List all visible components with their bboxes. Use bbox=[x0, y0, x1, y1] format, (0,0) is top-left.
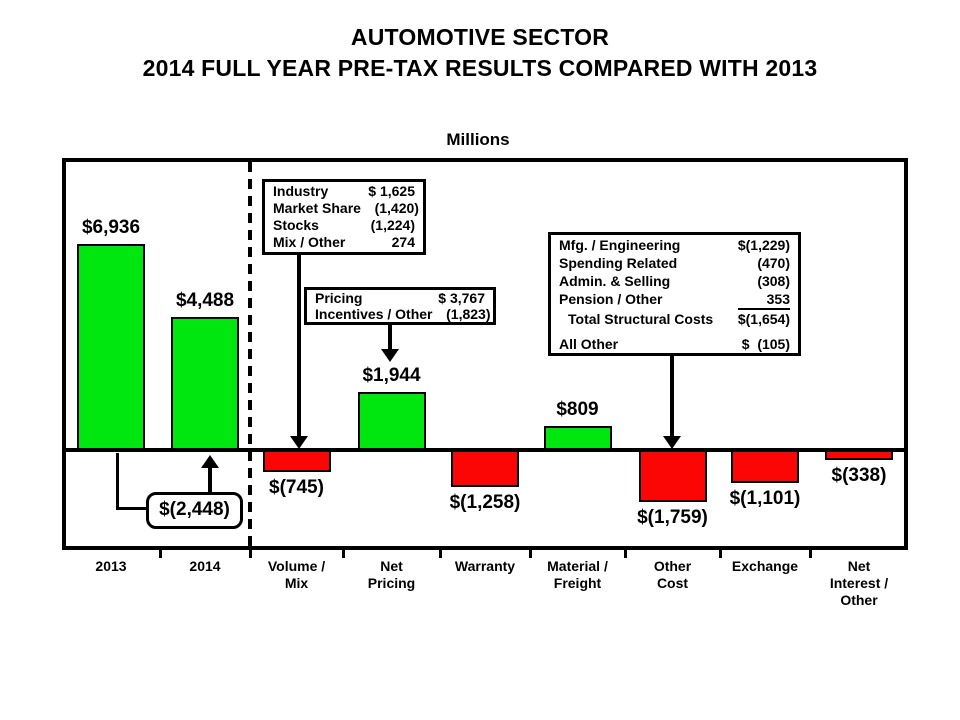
x-axis-label-net-interest-other: Net Interest / Other bbox=[829, 558, 889, 608]
callout-row-all-other: All Other $ (105) bbox=[559, 335, 790, 353]
x-axis-tick bbox=[158, 550, 162, 558]
callout-row-spending-related: Spending Related (470) bbox=[559, 254, 790, 272]
bar-warranty bbox=[451, 450, 519, 487]
bar-other-cost bbox=[638, 450, 707, 502]
x-axis-label-2014: 2014 bbox=[189, 558, 221, 574]
x-axis-tick bbox=[248, 550, 252, 558]
callout-row-total-structural-costs: Total Structural Costs $(1,654) bbox=[559, 310, 790, 328]
arrow-line-other-cost bbox=[670, 356, 674, 436]
delta-connector-down-line bbox=[116, 453, 119, 510]
callout-row-value: (1,224) bbox=[370, 217, 415, 233]
callout-row-value: (1,420) bbox=[374, 200, 419, 216]
callout-row-pension-other: Pension / Other 353 bbox=[559, 290, 790, 310]
x-axis-tick bbox=[528, 550, 532, 558]
bar-value-label-material-freight: $809 bbox=[556, 399, 599, 420]
x-axis-tick bbox=[808, 550, 812, 558]
x-axis-tick bbox=[341, 550, 345, 558]
callout-row-pricing: Pricing $ 3,767 bbox=[315, 290, 485, 307]
callout-row-label: Incentives / Other bbox=[315, 305, 433, 322]
x-axis-tick bbox=[438, 550, 442, 558]
total-change-badge: $(2,448) bbox=[146, 492, 243, 529]
bar-value-label-2013: $6,936 bbox=[81, 217, 141, 238]
x-axis-tick bbox=[623, 550, 627, 558]
callout-row-industry: Industry $ 1,625 bbox=[273, 183, 415, 200]
callout-row-label: Spending Related bbox=[559, 255, 678, 271]
callout-row-label: Industry bbox=[273, 183, 329, 199]
x-axis-label-2013: 2013 bbox=[95, 558, 127, 574]
chart-frame bbox=[62, 158, 908, 550]
callout-row-label: Stocks bbox=[273, 217, 319, 233]
callout-row-stocks: Stocks (1,224) bbox=[273, 217, 415, 234]
callout-row-mfg-engineering: Mfg. / Engineering $(1,229) bbox=[559, 236, 790, 254]
callout-row-label: Pension / Other bbox=[559, 291, 663, 307]
period-separator-dashed-line bbox=[248, 162, 252, 546]
callout-row-admin-selling: Admin. & Selling (308) bbox=[559, 272, 790, 290]
bar-value-label-exchange: $(1,101) bbox=[729, 488, 801, 509]
bar-net-pricing bbox=[357, 392, 426, 450]
callout-row-label: Mfg. / Engineering bbox=[559, 237, 681, 253]
callout-row-label: Total Structural Costs bbox=[568, 311, 714, 327]
bar-material-freight bbox=[543, 426, 612, 450]
delta-arrow-head-icon bbox=[201, 455, 219, 468]
x-axis-label-warranty: Warranty bbox=[454, 558, 516, 574]
callout-row-value: (470) bbox=[757, 255, 790, 271]
title-line-1: AUTOMOTIVE SECTOR bbox=[350, 24, 610, 50]
arrow-head-volume-mix-icon bbox=[290, 436, 308, 449]
delta-connector-horizontal-line bbox=[116, 507, 147, 510]
callout-row-value: $(1,654) bbox=[737, 311, 790, 327]
x-axis-label-exchange: Exchange bbox=[731, 558, 799, 574]
arrow-head-other-cost-icon bbox=[663, 436, 681, 449]
bar-value-label-net-pricing: $1,944 bbox=[362, 365, 421, 386]
bar-exchange bbox=[731, 450, 799, 483]
x-axis-label-other-cost: Other Cost bbox=[653, 558, 692, 591]
callout-other-cost: Mfg. / Engineering $(1,229) Spending Relat… bbox=[548, 232, 801, 356]
bar-2014 bbox=[171, 317, 239, 450]
callout-row-mix-other: Mix / Other 274 bbox=[273, 234, 415, 251]
bar-value-label-net-interest-other: $(338) bbox=[831, 465, 887, 486]
callout-row-label: Market Share bbox=[273, 200, 361, 216]
callout-row-value: (1,823) bbox=[446, 305, 491, 322]
callout-net-pricing: Pricing $ 3,767 Incentives / Other (1,823) bbox=[304, 287, 496, 325]
callout-row-value: (308) bbox=[757, 273, 790, 289]
callout-row-value: 274 bbox=[391, 234, 415, 250]
callout-row-market-share: Market Share (1,420) bbox=[273, 200, 419, 217]
axis-units-label: Millions bbox=[446, 130, 510, 149]
delta-arrow-line bbox=[208, 468, 212, 493]
callout-row-value: $ 3,767 bbox=[438, 290, 485, 306]
callout-row-label: All Other bbox=[559, 336, 619, 352]
title-line-2: 2014 FULL YEAR PRE-TAX RESULTS COMPARED … bbox=[142, 55, 818, 81]
arrow-head-net-pricing-icon bbox=[381, 349, 399, 362]
callout-row-value: $ (105) bbox=[741, 336, 790, 352]
callout-volume-mix: Industry $ 1,625 Market Share (1,420) Stocks… bbox=[262, 179, 426, 255]
x-axis-label-material-freight: Material / Freight bbox=[547, 558, 608, 591]
zero-baseline bbox=[62, 448, 908, 452]
bar-volume-mix bbox=[262, 450, 331, 472]
bar-2013 bbox=[77, 244, 145, 450]
bar-value-label-volume-mix: $(745) bbox=[269, 477, 324, 498]
callout-row-label: Pricing bbox=[315, 290, 363, 306]
bar-value-label-other-cost: $(1,759) bbox=[637, 507, 708, 528]
arrow-line-volume-mix bbox=[297, 255, 301, 436]
callout-row-value: $(1,229) bbox=[737, 237, 790, 253]
callout-row-value: $ 1,625 bbox=[368, 183, 415, 199]
slide-title: AUTOMOTIVE SECTOR 2014 FULL YEAR PRE-TAX… bbox=[0, 22, 960, 84]
bar-value-label-2014: $4,488 bbox=[175, 290, 235, 311]
callout-row-label: Admin. & Selling bbox=[559, 273, 671, 289]
callout-row-value: 353 bbox=[738, 290, 790, 310]
x-axis-tick bbox=[718, 550, 722, 558]
x-axis-label-net-pricing: Net Pricing bbox=[367, 558, 416, 591]
x-axis-label-volume-mix: Volume / Mix bbox=[267, 558, 326, 591]
callout-row-label: Mix / Other bbox=[273, 234, 346, 250]
arrow-line-net-pricing bbox=[388, 324, 392, 349]
callout-row-incentives-other: Incentives / Other (1,823) bbox=[315, 305, 490, 323]
bar-value-label-warranty: $(1,258) bbox=[449, 492, 521, 513]
